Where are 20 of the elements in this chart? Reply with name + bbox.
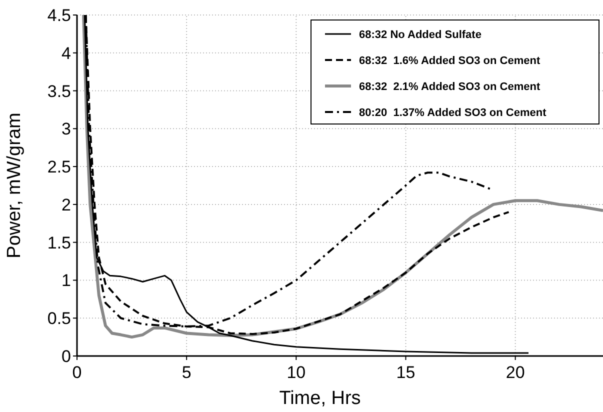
x-tick-label: 5	[182, 363, 192, 382]
x-tick-label: 15	[396, 363, 416, 382]
y-tick-label: 0	[62, 347, 71, 366]
y-tick-label: 0.5	[47, 309, 71, 328]
y-tick-label: 2.5	[47, 158, 71, 177]
y-axis-title: Power, mW/gram	[4, 112, 25, 258]
y-tick-label: 2	[62, 195, 71, 214]
legend-label: 68:32 2.1% Added SO3 on Cement	[359, 81, 540, 93]
legend-label: 80:20 1.37% Added SO3 on Cement	[359, 107, 547, 119]
y-tick-label: 1	[62, 271, 71, 290]
legend-label: 68:32 1.6% Added SO3 on Cement	[359, 55, 540, 67]
x-axis-title: Time, Hrs	[279, 388, 361, 409]
y-tick-label: 3.5	[47, 82, 71, 101]
x-tick-label: 10	[286, 363, 306, 382]
x-tick-label: 20	[506, 363, 525, 382]
y-tick-label: 4.5	[47, 6, 71, 25]
y-tick-label: 3	[62, 120, 71, 139]
y-tick-label: 4	[62, 44, 71, 63]
legend-label: 68:32 No Added Sulfate	[359, 29, 482, 41]
y-tick-label: 1.5	[47, 233, 71, 252]
